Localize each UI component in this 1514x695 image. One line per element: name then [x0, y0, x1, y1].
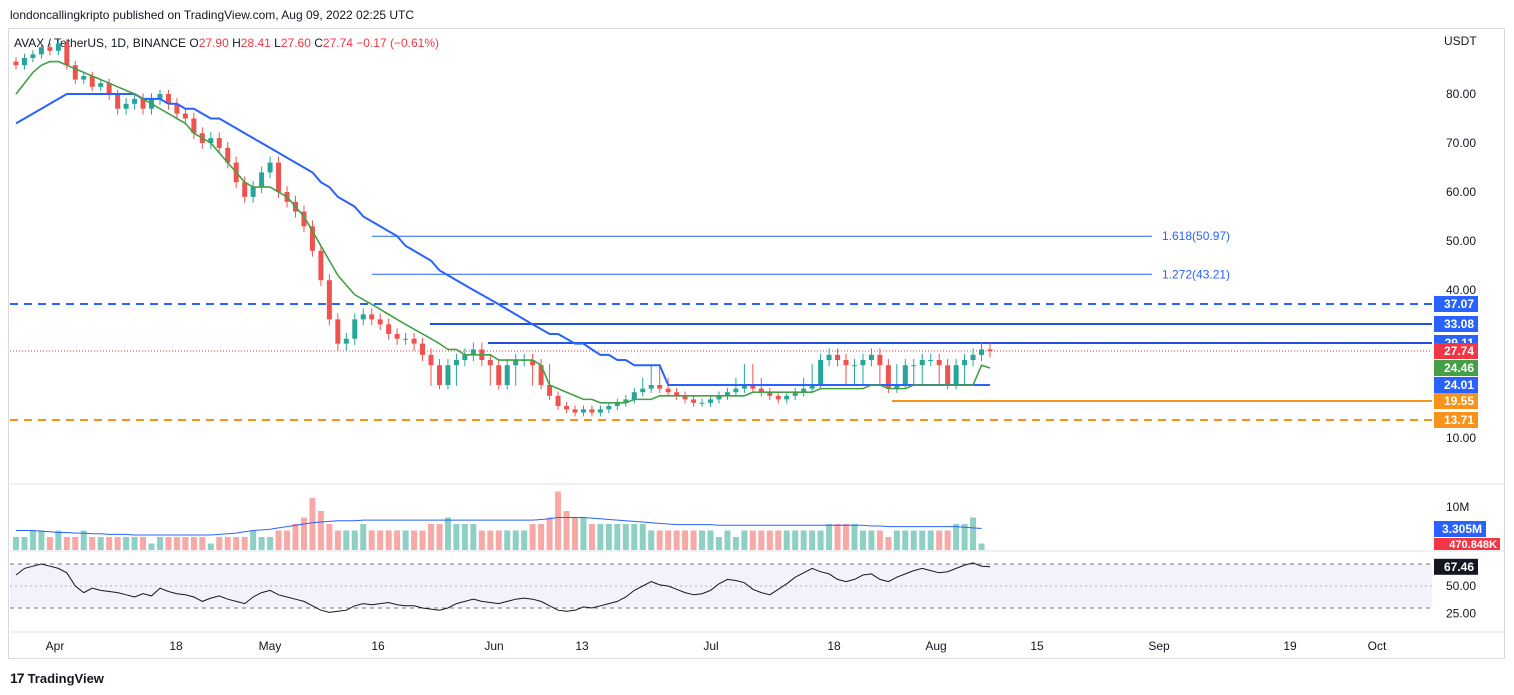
chart-frame [8, 28, 1505, 659]
high-label: H [232, 36, 241, 50]
footer: 17 TradingView [10, 670, 104, 686]
symbol-name[interactable]: AVAX / TetherUS, 1D, BINANCE [14, 36, 187, 50]
low-label: L [274, 36, 281, 50]
footer-brand[interactable]: TradingView [27, 670, 104, 686]
high-value: 28.41 [240, 36, 271, 50]
open-label: O [189, 36, 199, 50]
open-value: 27.90 [198, 36, 229, 50]
publish-header: londoncallingkripto published on Trading… [10, 8, 415, 22]
symbol-legend: AVAX / TetherUS, 1D, BINANCE O27.90 H28.… [14, 36, 439, 50]
change-value: −0.17 (−0.61%) [356, 36, 440, 50]
low-value: 27.60 [280, 36, 311, 50]
tradingview-logo-icon: 17 [10, 670, 25, 686]
close-value: 27.74 [322, 36, 353, 50]
close-label: C [314, 36, 323, 50]
